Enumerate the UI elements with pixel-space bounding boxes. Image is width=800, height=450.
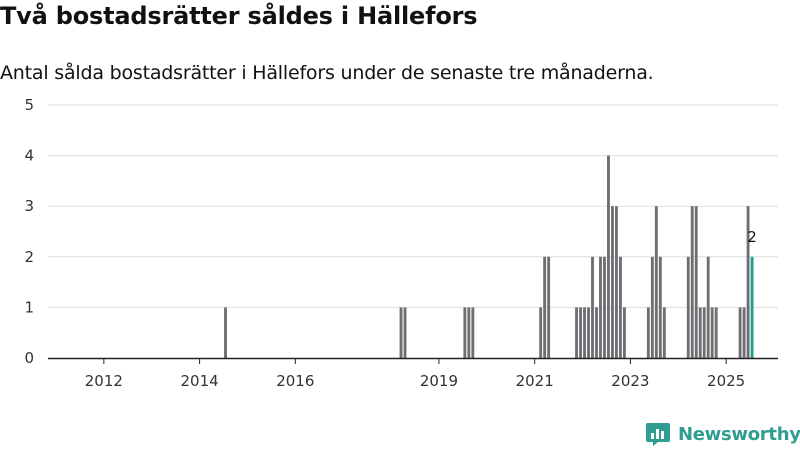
bar [646, 307, 650, 358]
bar [742, 307, 746, 358]
bar [654, 206, 658, 358]
newsworthy-logo: Newsworthy [645, 421, 800, 447]
bar [543, 256, 547, 358]
data-label: 2 [747, 228, 757, 246]
bar [650, 256, 654, 358]
bar [583, 307, 586, 358]
newsworthy-logo-icon [646, 423, 670, 446]
bar-chart: 0 1 2 3 4 5 2 2012 2014 2016 2019 2021 2023 2025 [24, 96, 778, 390]
bar [599, 256, 602, 358]
bar [611, 206, 614, 358]
y-tick-label: 0 [24, 349, 34, 367]
bar [539, 307, 543, 358]
bar [618, 256, 622, 358]
bar [603, 256, 606, 358]
x-tick-label: 2023 [611, 372, 649, 390]
y-tick-label: 4 [24, 147, 34, 165]
bar [575, 307, 578, 358]
x-tick-label: 2025 [707, 372, 745, 390]
y-tick-label: 1 [24, 298, 34, 316]
chart-subtitle: Antal sålda bostadsrätter i Hällefors un… [0, 62, 654, 84]
bar [224, 307, 227, 358]
bar [607, 155, 610, 358]
bar [714, 307, 718, 358]
bar [662, 307, 666, 358]
bar [710, 307, 714, 358]
brand-name: Newsworthy [678, 423, 800, 445]
bar [591, 256, 594, 358]
bar [471, 307, 475, 358]
x-tick-label: 2014 [180, 372, 218, 390]
chart-title: Två bostadsrätter såldes i Hällefors [0, 2, 478, 30]
x-tick-label: 2012 [85, 372, 123, 390]
bar-highlight [750, 256, 754, 358]
x-tick-label: 2016 [276, 372, 314, 390]
bar [547, 256, 551, 358]
bar [658, 256, 662, 358]
x-tick-label: 2021 [516, 372, 554, 390]
bar [746, 206, 750, 358]
bar [690, 206, 694, 358]
bar [399, 307, 403, 358]
bar [467, 307, 471, 358]
bar [595, 307, 598, 358]
bar [579, 307, 582, 358]
y-tick-label: 5 [24, 96, 34, 114]
bar [615, 206, 618, 358]
bar [403, 307, 407, 358]
y-tick-label: 3 [24, 197, 34, 215]
bar [686, 256, 690, 358]
bar [698, 307, 702, 358]
bar [702, 307, 706, 358]
y-tick-label: 2 [24, 248, 34, 266]
bar [587, 307, 590, 358]
bar [738, 307, 742, 358]
bar [694, 206, 698, 358]
x-tick-label: 2019 [420, 372, 458, 390]
bar [463, 307, 467, 358]
bar [622, 307, 626, 358]
bar [706, 256, 710, 358]
